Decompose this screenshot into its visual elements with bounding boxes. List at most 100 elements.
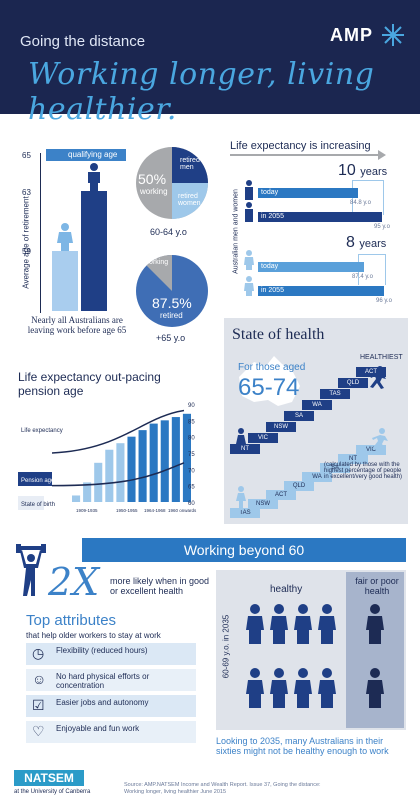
outpace-xtick: 1909-1935 <box>76 508 98 513</box>
outpace-bar <box>149 423 158 502</box>
unhealthy-person-icon <box>366 668 384 708</box>
women-person-icon <box>56 223 74 251</box>
lower-step-qld: QLD <box>284 481 314 491</box>
head-icon: ☺ <box>32 671 47 687</box>
woman-icon-future <box>244 276 254 296</box>
upper-step-tas: TAS <box>320 389 350 399</box>
upper-step-vic: VIC <box>248 433 278 443</box>
health-2035-section: 60-69 y.o. in 2035 healthy fair or poor … <box>216 570 406 730</box>
women-future-bar <box>258 286 384 296</box>
walker-icon-light <box>234 486 248 510</box>
multiplier-text: more likely when in good or excellent he… <box>110 576 210 596</box>
pie1-age: 60-64 y.o <box>150 227 187 237</box>
state-of-birth-label: State of birth <box>18 496 55 510</box>
page-subtitle: Working longer, living healthier. <box>28 57 375 127</box>
attribute-label: Easier jobs and autonomy <box>56 698 149 707</box>
outpace-ytick: 80 <box>188 436 195 442</box>
weightlifter-icon <box>16 544 46 596</box>
healthy-person-icon <box>246 604 264 644</box>
women-delta-value: 8 <box>346 234 355 251</box>
svg-text:State of birth: State of birth <box>21 502 55 508</box>
lower-step-nt: NT <box>338 454 368 464</box>
life-increase-section: Life expectancy is increasing Australian… <box>228 138 406 308</box>
outpace-bar <box>127 436 136 502</box>
pie2-label: retired <box>160 311 183 320</box>
women-future-label: in 2055 <box>261 287 284 294</box>
upper-step-wa: WA <box>302 400 332 410</box>
attribute-row: ♡ Enjoyable and fun work <box>26 721 196 743</box>
health-section: State of health For those aged 65-74 HEA… <box>224 318 408 524</box>
men-future-bar <box>258 212 382 222</box>
man-icon-today <box>244 180 254 200</box>
outpace-svg: 90 85 80 75 70 65 60 Life expectancy Pension age… <box>18 403 197 513</box>
heart-icon: ♡ <box>32 723 45 739</box>
upper-step-sa: SA <box>284 411 314 421</box>
retirement-axis-line <box>40 153 41 313</box>
australia-map <box>234 352 304 412</box>
pie2-seg: working <box>144 259 169 266</box>
healthy-label: healthy <box>270 584 303 595</box>
arrow-head <box>378 150 386 160</box>
pension-age-curve <box>51 462 185 487</box>
outpace-ytick: 85 <box>188 419 195 425</box>
women-delta: 8 years <box>346 234 386 252</box>
checklist-icon: ☑ <box>32 697 45 713</box>
life-increase-arrow <box>230 154 380 156</box>
upper-step-qld: QLD <box>338 378 368 388</box>
attributes-title: Top attributes <box>26 612 117 629</box>
lower-step-act: ACT <box>266 490 296 500</box>
header-banner: Going the distance Working longer, livin… <box>0 0 420 127</box>
outpace-bar <box>116 443 125 502</box>
men-delta-value: 10 <box>338 162 356 179</box>
attribute-label: No hard physical efforts or concentratio… <box>56 672 150 690</box>
pie1-seg-men: retired men <box>180 157 200 171</box>
runner-icon-light <box>370 428 390 452</box>
attribute-row: ◷ Flexibility (reduced hours) <box>26 643 196 665</box>
people-grid <box>216 570 406 730</box>
svg-text:Pension age: Pension age <box>21 478 55 484</box>
outpace-bar <box>182 413 191 502</box>
healthy-person-icon <box>294 668 312 708</box>
healthiest-label: HEALTHIEST <box>360 354 403 361</box>
life-increase-title: Life expectancy is increasing <box>230 140 371 152</box>
outpace-plot: 90 85 80 75 70 65 60 Life expectancy Pension age… <box>18 400 198 516</box>
upper-step-nsw: NSW <box>266 422 296 432</box>
life-increase-axis-label: Australian men and women <box>232 189 240 274</box>
outpace-bar <box>94 462 103 502</box>
outpace-ytick: 65 <box>188 485 195 491</box>
unhealthy-person-icon <box>366 604 384 644</box>
retirement-section: Average age of retirement 65 63 59 quali… <box>18 143 128 343</box>
men-future-label: in 2055 <box>261 213 284 220</box>
healthy-person-icon <box>270 604 288 644</box>
tick-63: 63 <box>22 188 31 197</box>
outpace-ytick: 60 <box>188 501 195 507</box>
healthy-person-icon <box>318 668 336 708</box>
natsem-logo-text: NATSEM <box>14 770 84 786</box>
health-2035-footer: Looking to 2035, many Australians in the… <box>216 736 389 756</box>
women-today-label: today <box>261 263 279 270</box>
retirement-axis-label: Average age of retirement <box>21 196 31 289</box>
women-today-bar <box>258 262 364 272</box>
attribute-label: Flexibility (reduced hours) <box>56 646 148 655</box>
working-banner-text: Working beyond 60 <box>183 542 305 558</box>
outpace-ytick: 90 <box>188 403 195 409</box>
upper-staircase: NT VIC NSW SA WA TAS QLD ACT TAS NSW ACT QLD WA SA NT V… <box>224 318 408 524</box>
qualifying-age-label: qualifying age <box>68 150 118 159</box>
outpace-bar <box>138 430 147 502</box>
tick-65: 65 <box>22 151 31 160</box>
attribute-row: ☑ Easier jobs and autonomy <box>26 695 196 717</box>
lower-step-tas: TAS <box>230 508 260 518</box>
outpace-ytick: 70 <box>188 468 195 474</box>
outpace-title: Life expectancy out-pacing pension age <box>18 370 161 398</box>
pie-retired-65plus: working 87.5% retired <box>134 253 210 329</box>
men-today-label: today <box>261 189 279 196</box>
outpace-bar <box>171 417 180 502</box>
men-person-icon <box>85 163 103 191</box>
outpace-section: Life expectancy out-pacing pension age 9… <box>12 360 222 522</box>
svg-text:Life expectancy: Life expectancy <box>21 428 63 434</box>
upper-step-nt: NT <box>230 444 260 454</box>
pie2-age: +65 y.o <box>156 333 186 343</box>
women-future-val: 96 y.o <box>376 298 392 304</box>
healthy-person-icon <box>294 604 312 644</box>
pie2-percent: 87.5% <box>152 295 192 311</box>
